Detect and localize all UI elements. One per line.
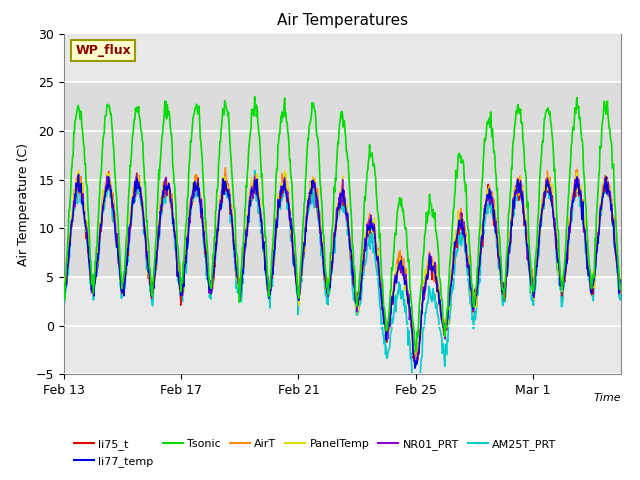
Bar: [64, 82, 621, 277]
Y-axis label: Air Temperature (C): Air Temperature (C): [17, 143, 30, 265]
Text: WP_flux: WP_flux: [75, 44, 131, 57]
Legend: li75_t, li77_temp, Tsonic, AirT, PanelTemp, NR01_PRT, AM25T_PRT: li75_t, li77_temp, Tsonic, AirT, PanelTe…: [70, 435, 561, 471]
Text: Time: Time: [593, 393, 621, 403]
Title: Air Temperatures: Air Temperatures: [277, 13, 408, 28]
